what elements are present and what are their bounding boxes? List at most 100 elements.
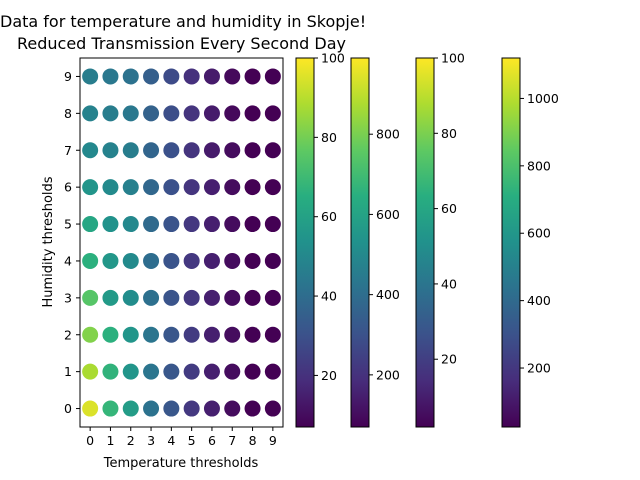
scatter-point [224, 142, 241, 159]
plot-area [82, 68, 281, 417]
scatter-point [102, 142, 119, 159]
scatter-point [163, 179, 180, 196]
colorbar-tick-label: 100 [441, 51, 465, 66]
scatter-point [102, 326, 119, 343]
scatter-point [143, 105, 160, 122]
colorbar-gradient [295, 57, 315, 428]
scatter-point [122, 142, 139, 159]
colorbar-tick-label: 20 [441, 352, 457, 367]
colorbar-tick-label: 60 [321, 209, 337, 224]
scatter-point [122, 252, 139, 269]
y-tick-label: 4 [64, 253, 72, 268]
scatter-point [203, 179, 220, 196]
colorbar-2: 200 400 600 800 [350, 57, 400, 428]
scatter-point [183, 400, 200, 417]
scatter-point [122, 68, 139, 85]
y-tick-label: 7 [64, 143, 72, 158]
scatter-point [203, 289, 220, 306]
scatter-point [244, 142, 261, 159]
colorbar-tick-label: 100 [321, 51, 345, 66]
y-tick-label: 9 [64, 69, 72, 84]
scatter-point [82, 216, 99, 233]
scatter-point [82, 252, 99, 269]
scatter-point [122, 363, 139, 380]
colorbar-tick-label: 600 [527, 226, 551, 241]
scatter-point [203, 105, 220, 122]
scatter-point [264, 216, 281, 233]
scatter-point [183, 142, 200, 159]
scatter-point [143, 216, 160, 233]
x-tick-label: 9 [269, 433, 277, 448]
scatter-point [264, 400, 281, 417]
x-tick-label: 1 [106, 433, 114, 448]
colorbar-4: 200 400 600 800 1000 [501, 57, 559, 428]
scatter-point [244, 289, 261, 306]
scatter-point [143, 68, 160, 85]
scatter-point [82, 289, 99, 306]
colorbar-tick-label: 20 [321, 368, 337, 383]
scatter-point [102, 252, 119, 269]
scatter-point [183, 105, 200, 122]
scatter-point [244, 326, 261, 343]
scatter-point [143, 252, 160, 269]
scatter-point [163, 142, 180, 159]
scatter-point [122, 216, 139, 233]
scatter-point [264, 252, 281, 269]
scatter-point [143, 400, 160, 417]
scatter-point [244, 216, 261, 233]
colorbar-tick-label: 1000 [527, 91, 559, 106]
scatter-point [163, 68, 180, 85]
scatter-point [224, 252, 241, 269]
y-tick-label: 5 [64, 217, 72, 232]
scatter-point [82, 400, 99, 417]
x-axis-label: Temperature thresholds [103, 456, 259, 471]
scatter-point [203, 400, 220, 417]
colorbar-tick-label: 600 [376, 207, 400, 222]
scatter-point [224, 216, 241, 233]
colorbar-1: 20 40 60 80 100 [295, 51, 345, 428]
y-axis-label: Humidity thresholds [41, 176, 56, 307]
scatter-point [163, 216, 180, 233]
colorbar-tick-label: 80 [321, 130, 337, 145]
y-tick-label: 1 [64, 364, 72, 379]
colorbar-tick-label: 200 [527, 361, 551, 376]
y-tick-label: 6 [64, 180, 72, 195]
scatter-point [82, 326, 99, 343]
chart-title-line2: Reduced Transmission Every Second Day [17, 34, 346, 53]
x-tick-label: 5 [188, 433, 196, 448]
scatter-point [102, 400, 119, 417]
scatter-point [122, 326, 139, 343]
scatter-point [183, 252, 200, 269]
scatter-point [224, 105, 241, 122]
scatter-point [264, 289, 281, 306]
scatter-point [163, 252, 180, 269]
scatter-point [102, 68, 119, 85]
colorbar-tick-label: 40 [321, 289, 337, 304]
scatter-point [82, 142, 99, 159]
scatter-point [203, 142, 220, 159]
scatter-point [122, 105, 139, 122]
colorbar-gradient [415, 57, 435, 428]
scatter-point [82, 105, 99, 122]
scatter-point [163, 105, 180, 122]
x-tick-label: 3 [147, 433, 155, 448]
scatter-point [163, 363, 180, 380]
scatter-point [224, 179, 241, 196]
scatter-point [244, 68, 261, 85]
scatter-point [224, 68, 241, 85]
scatter-point [203, 68, 220, 85]
x-tick-label: 7 [228, 433, 236, 448]
colorbar-tick-label: 200 [376, 367, 400, 382]
scatter-point [224, 363, 241, 380]
scatter-point [203, 252, 220, 269]
scatter-point [82, 363, 99, 380]
colorbar-tick-label: 40 [441, 276, 457, 291]
scatter-point [203, 326, 220, 343]
scatter-point [244, 252, 261, 269]
scatter-point [163, 289, 180, 306]
scatter-point [163, 326, 180, 343]
x-tick-label: 0 [86, 433, 94, 448]
scatter-point [183, 179, 200, 196]
scatter-point [102, 105, 119, 122]
